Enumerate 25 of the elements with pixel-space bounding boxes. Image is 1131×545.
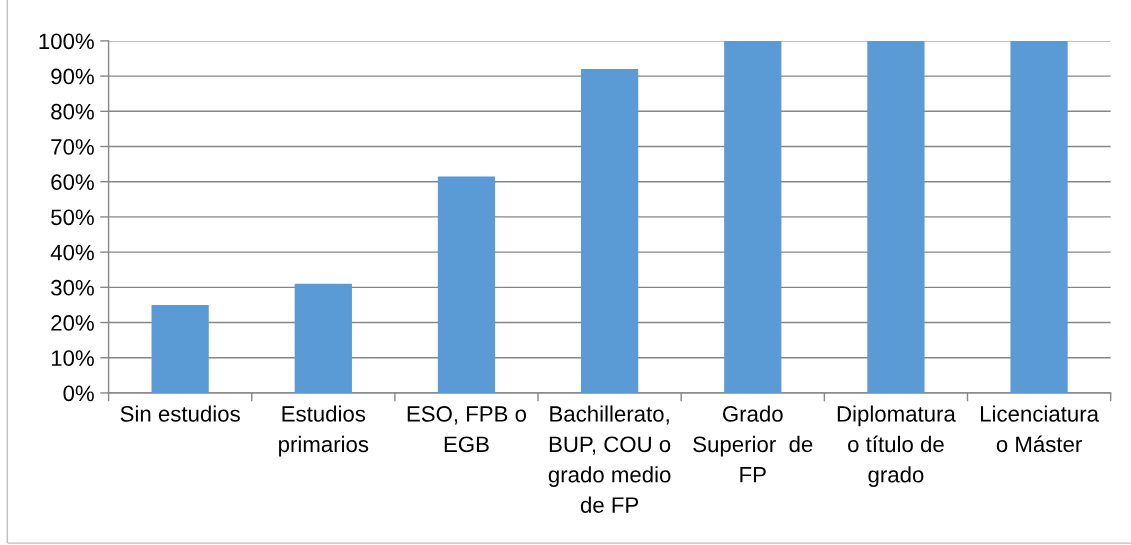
y-tick-label: 50%: [51, 209, 94, 226]
y-tick-label: 100%: [39, 33, 94, 50]
bar: [580, 69, 639, 393]
x-tick-label: Grado Superior de FP: [693, 405, 813, 483]
bar: [867, 40, 925, 393]
x-tick-label: Licenciatura o Máster: [980, 405, 1099, 453]
bar: [294, 283, 352, 393]
x-tick-label: ESO, FPB o EGB: [407, 406, 527, 453]
y-tick-label: 30%: [51, 279, 94, 296]
y-tick-label: 90%: [51, 68, 94, 85]
bar: [724, 40, 782, 393]
x-tick-label: Sin estudios: [120, 405, 240, 422]
x-tick-label: Bachillerato, BUP, COU o grado medio de FP: [548, 405, 671, 513]
bar: [437, 176, 496, 393]
y-tick-label: 0%: [63, 385, 94, 402]
y-tick-label: 60%: [51, 174, 94, 190]
bar: [151, 304, 209, 393]
bar: [1010, 40, 1068, 393]
y-tick-label: 20%: [51, 315, 94, 331]
y-tick-label: 70%: [51, 139, 94, 155]
x-tick-label: Estudios primarios: [279, 405, 369, 457]
y-tick-label: 40%: [50, 244, 94, 261]
x-tick-label: Diplomatura o título de grado: [837, 405, 956, 487]
y-tick-label: 10%: [51, 350, 94, 367]
y-tick-label: 80%: [51, 103, 94, 120]
